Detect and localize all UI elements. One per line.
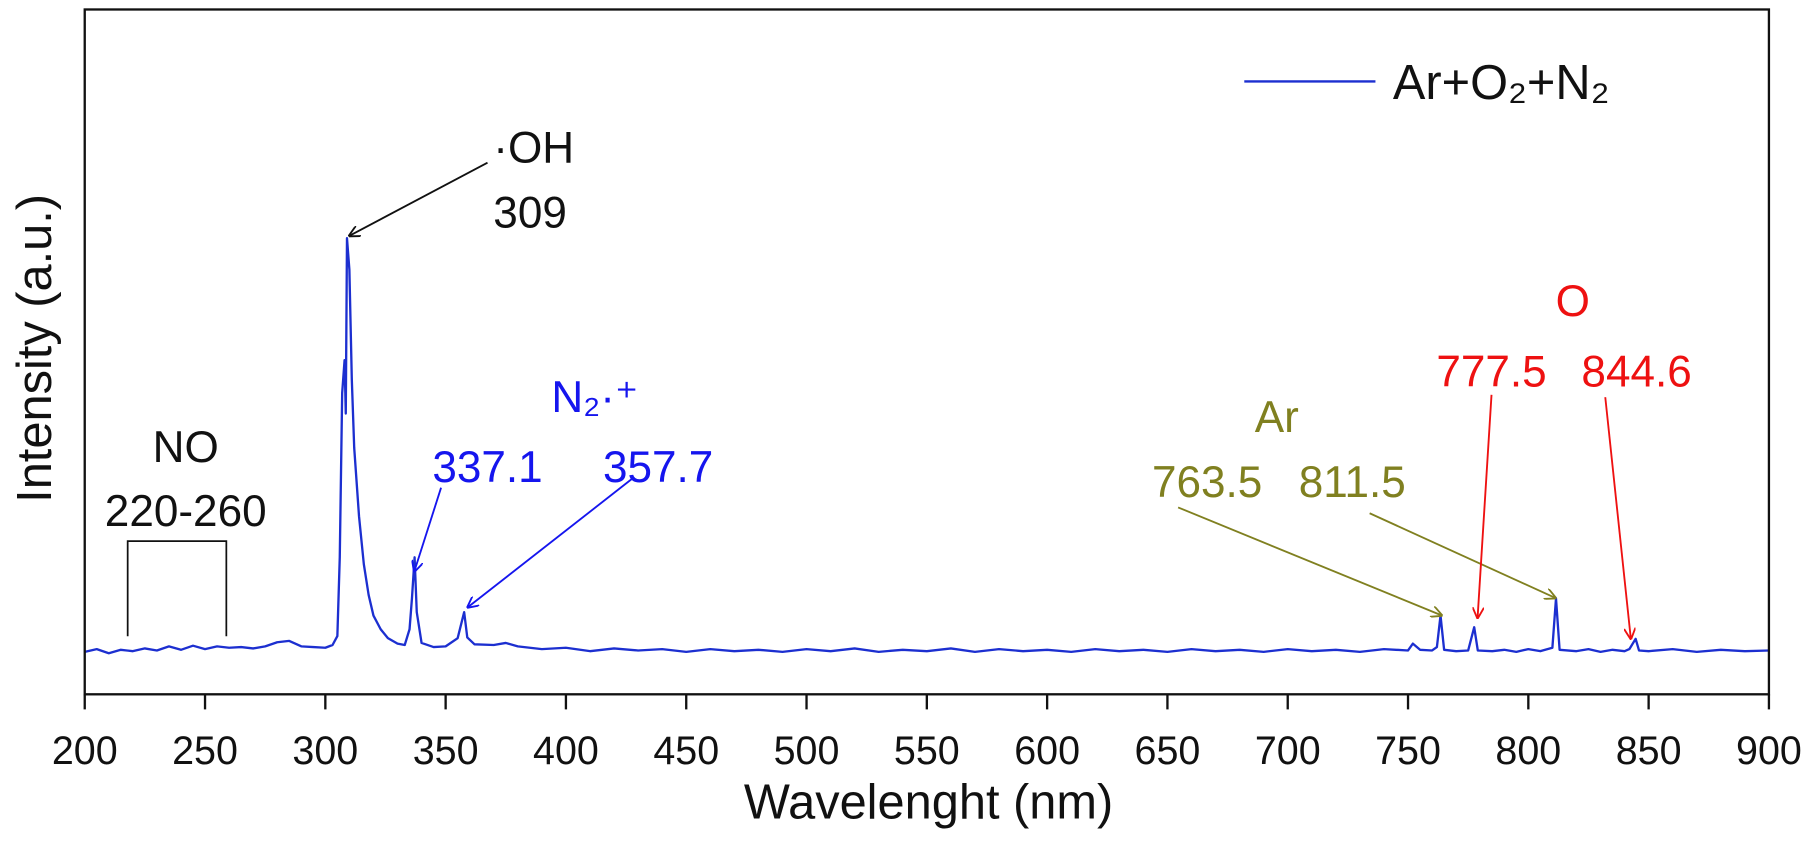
annotation: Ar bbox=[1255, 393, 1299, 442]
x-tick-label: 800 bbox=[1495, 729, 1561, 773]
annotation: 763.5 bbox=[1152, 458, 1262, 507]
x-tick-label: 500 bbox=[774, 729, 840, 773]
arrow bbox=[1177, 506, 1441, 615]
arrow bbox=[414, 487, 442, 572]
y-axis-label: Intensity (a.u.) bbox=[8, 194, 62, 503]
annotation: 220-260 bbox=[105, 487, 267, 536]
x-tick-label: 450 bbox=[653, 729, 719, 773]
x-tick-label: 850 bbox=[1616, 729, 1682, 773]
annotation: 811.5 bbox=[1299, 458, 1406, 507]
x-tick-label: 350 bbox=[413, 729, 479, 773]
annotation: NO bbox=[153, 423, 219, 472]
annotation: 309 bbox=[493, 189, 567, 238]
bracket bbox=[126, 540, 228, 637]
x-tick-label: 200 bbox=[52, 729, 118, 773]
annotation: 844.6 bbox=[1581, 348, 1691, 397]
x-tick-label: 650 bbox=[1135, 729, 1201, 773]
annotation: O bbox=[1556, 277, 1590, 326]
annotation: 357.7 bbox=[603, 443, 713, 492]
x-tick-label: 250 bbox=[172, 729, 238, 773]
legend-label: Ar+O₂+N₂ bbox=[1393, 56, 1610, 110]
annotation: 337.1 bbox=[432, 443, 542, 492]
arrow bbox=[349, 161, 488, 236]
x-tick-label: 700 bbox=[1255, 729, 1321, 773]
x-tick-label: 550 bbox=[894, 729, 960, 773]
spectrum-line bbox=[84, 237, 1769, 655]
arrow bbox=[1369, 512, 1556, 598]
x-tick-label: 400 bbox=[533, 729, 599, 773]
arrow bbox=[1604, 397, 1631, 638]
x-tick-label: 600 bbox=[1014, 729, 1080, 773]
arrow bbox=[468, 477, 634, 607]
plot-area bbox=[84, 237, 1769, 655]
annotation: ·OH bbox=[493, 124, 574, 173]
x-tick-label: 900 bbox=[1736, 729, 1802, 773]
arrow bbox=[1478, 394, 1493, 618]
x-tick-label: 300 bbox=[292, 729, 358, 773]
annotation: N₂·⁺ bbox=[551, 373, 638, 422]
annotation: 777.5 bbox=[1436, 348, 1546, 397]
x-axis-label: Wavelenght (nm) bbox=[744, 776, 1113, 830]
x-tick-label: 750 bbox=[1375, 729, 1441, 773]
